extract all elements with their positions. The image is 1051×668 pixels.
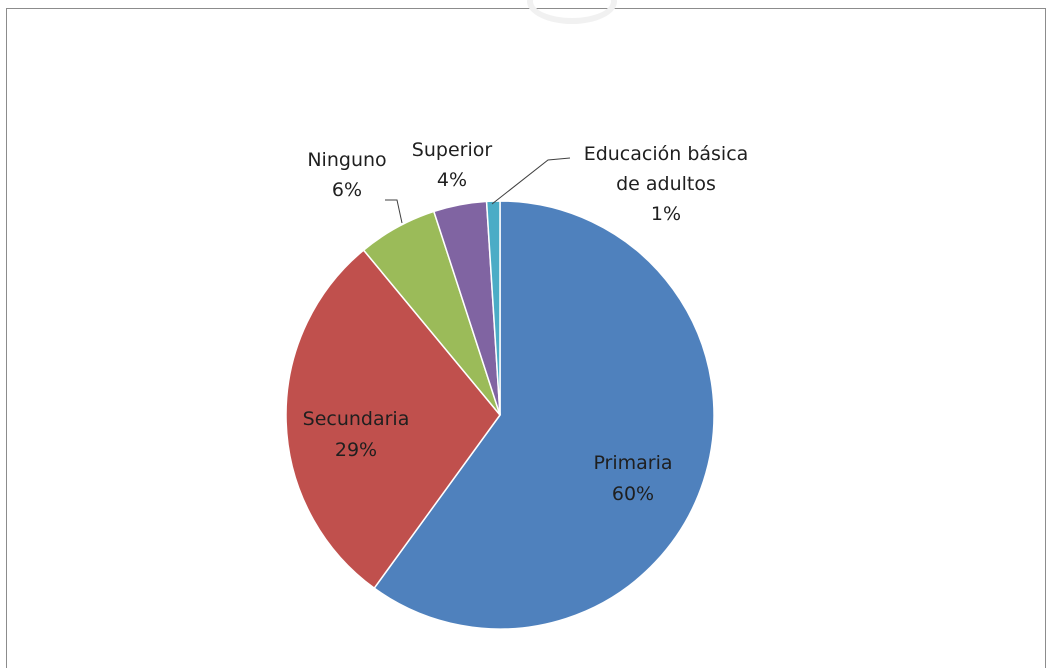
slice-name-label: Secundaria bbox=[303, 408, 410, 430]
leader-line-educacion-basica-de-adultos bbox=[491, 157, 571, 205]
pie-slice-educacion-basica-de-adultos bbox=[485, 200, 501, 416]
data-label-educacion-basica-de-adultos: Educación básica de adultos 1% bbox=[584, 143, 749, 225]
data-label-superior: Superior 4% bbox=[412, 139, 493, 191]
pie-slice-primaria bbox=[373, 200, 715, 630]
slice-name-label: Superior bbox=[412, 139, 493, 161]
slice-percent-label: 29% bbox=[335, 439, 377, 461]
pie-slice-secundaria bbox=[285, 249, 501, 590]
slice-percent-label: 6% bbox=[332, 179, 362, 201]
slice-name-label: Primaria bbox=[593, 452, 672, 474]
data-label-ninguno: Ninguno 6% bbox=[307, 149, 386, 201]
slice-percent-label: 4% bbox=[437, 169, 467, 191]
data-label-secundaria: Secundaria 29% bbox=[303, 408, 410, 461]
leader-line-ninguno bbox=[385, 199, 403, 224]
slice-name-label: Ninguno bbox=[307, 149, 386, 171]
slice-percent-label: 1% bbox=[651, 203, 681, 225]
slice-percent-label: 60% bbox=[612, 483, 654, 505]
slice-name-label: de adultos bbox=[616, 173, 716, 195]
slice-name-label: Educación básica bbox=[584, 143, 749, 165]
data-label-primaria: Primaria 60% bbox=[593, 452, 672, 505]
